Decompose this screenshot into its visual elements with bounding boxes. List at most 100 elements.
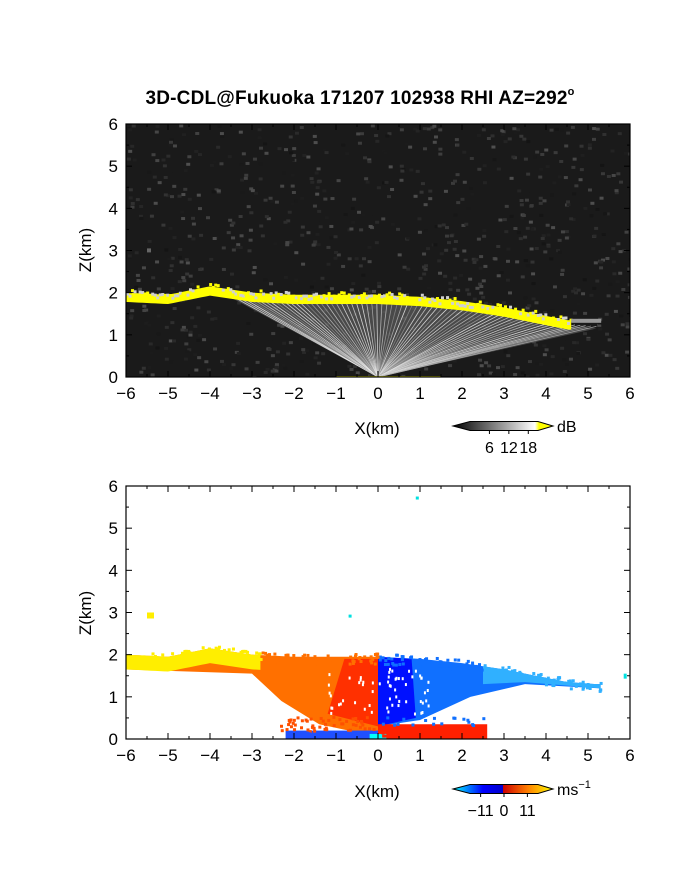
velocity-speck — [371, 658, 375, 662]
noise-speck — [185, 272, 190, 276]
noise-speck — [166, 154, 171, 158]
velocity-speck — [466, 659, 470, 663]
layer-speck — [161, 293, 165, 297]
noise-speck — [284, 148, 289, 152]
noise-speck — [206, 368, 211, 372]
noise-speck — [418, 276, 423, 280]
velocity-speck — [220, 653, 224, 657]
noise-speck — [523, 157, 528, 161]
noise-speck — [231, 363, 236, 367]
layer-speck — [320, 295, 324, 299]
velocity-speck — [448, 664, 452, 668]
noise-speck — [275, 350, 280, 354]
noise-speck — [155, 346, 160, 350]
velocity-gap — [338, 703, 341, 707]
velocity-low-speck — [351, 717, 355, 721]
noise-speck — [312, 134, 317, 138]
velocity-speck — [585, 686, 589, 690]
velocity-speck — [418, 658, 422, 662]
fan-ray — [377, 321, 554, 377]
velocity-speck — [588, 686, 592, 690]
noise-speck — [220, 135, 225, 139]
velocity-low-speck — [287, 723, 291, 727]
layer-speck — [539, 313, 543, 317]
noise-speck — [566, 200, 571, 204]
noise-speck — [462, 249, 467, 253]
noise-speck — [190, 316, 195, 320]
noise-speck — [147, 170, 152, 174]
velocity-gap — [371, 690, 374, 694]
layer-tail — [571, 318, 602, 323]
noise-speck — [521, 214, 526, 218]
backscatter-y-tick-label: 3 — [109, 242, 118, 261]
noise-speck — [195, 131, 200, 135]
fan-ray — [377, 313, 517, 377]
noise-speck — [350, 292, 355, 296]
noise-speck — [271, 332, 276, 336]
noise-speck — [351, 282, 356, 286]
noise-speck — [571, 218, 576, 222]
noise-speck — [408, 145, 413, 149]
velocity-y-tick-label: 0 — [109, 730, 118, 749]
backscatter-y-ticks: 0 1 2 3 4 5 6 — [109, 115, 630, 387]
noise-speck — [601, 232, 606, 236]
noise-speck — [280, 324, 285, 328]
noise-speck — [128, 196, 133, 200]
noise-speck — [476, 237, 481, 241]
noise-speck — [531, 282, 536, 286]
velocity-speck — [314, 660, 318, 664]
figure-title: 3D-CDL@Fukuoka 171207 102938 RHI AZ=292o — [0, 86, 680, 110]
noise-speck — [244, 367, 249, 371]
layer-speck — [554, 319, 558, 323]
yellow-layer-band — [126, 286, 572, 330]
velocity-low-speck — [359, 719, 363, 723]
noise-speck — [299, 126, 304, 130]
layer-speck — [347, 293, 351, 297]
noise-speck — [422, 272, 427, 276]
velocity-low-speck — [472, 736, 476, 739]
velocity-speck — [449, 667, 453, 671]
noise-speck — [168, 339, 173, 343]
velocity-speck — [373, 662, 377, 666]
noise-speck — [463, 258, 468, 262]
noise-speck — [168, 140, 173, 144]
velocity-speck — [263, 657, 267, 661]
layer-speck — [133, 290, 137, 294]
noise-speck — [311, 243, 316, 247]
velocity-gap — [423, 691, 426, 695]
noise-speck — [375, 139, 380, 143]
backscatter-x-tick-label: 1 — [415, 384, 424, 403]
noise-speck — [474, 258, 479, 262]
layer-speck — [493, 308, 497, 312]
velocity-gap — [329, 694, 332, 698]
noise-speck — [377, 285, 382, 289]
velocity-gap — [387, 680, 390, 684]
velocity-speck — [204, 651, 208, 655]
noise-speck — [404, 142, 409, 146]
velocity-speck — [363, 655, 367, 659]
velocity-speck — [546, 676, 550, 680]
velocity-speck — [202, 653, 206, 657]
noise-speck — [172, 184, 177, 188]
layer-speck — [315, 292, 318, 296]
noise-speck — [568, 357, 573, 361]
velocity-low-speck — [289, 725, 293, 729]
layer-speck — [289, 295, 293, 299]
noise-speck — [478, 282, 483, 286]
noise-speck — [582, 278, 587, 282]
noise-speck — [552, 181, 557, 185]
noise-speck — [409, 168, 414, 172]
noise-speck — [587, 188, 592, 192]
noise-speck — [513, 131, 518, 135]
noise-speck — [264, 215, 269, 219]
noise-speck — [601, 258, 606, 262]
velocity-low-speck — [411, 723, 415, 727]
noise-speck — [268, 337, 273, 341]
velocity-speck — [166, 659, 170, 663]
velocity-speck — [493, 669, 497, 673]
noise-speck — [627, 295, 630, 299]
layer-speck — [252, 292, 255, 296]
layer-speck — [327, 292, 331, 296]
velocity-isolated-cyan-high — [415, 496, 419, 500]
noise-speck — [606, 174, 611, 178]
